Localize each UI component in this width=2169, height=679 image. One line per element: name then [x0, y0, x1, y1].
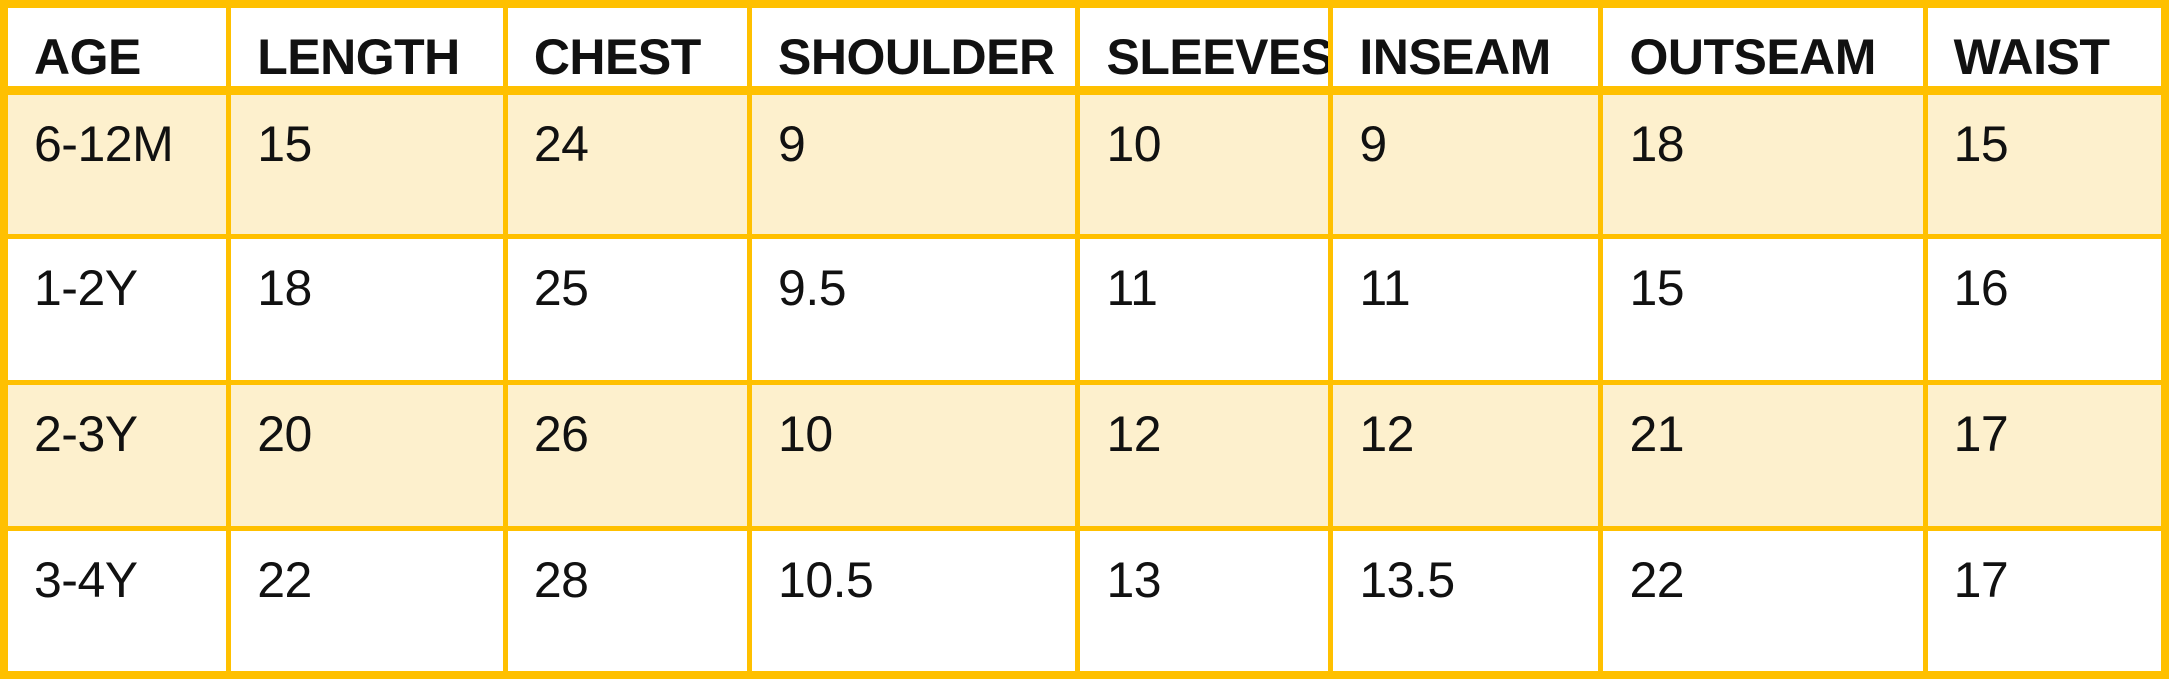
column-header-outseam: OUTSEAM [1598, 1, 1928, 95]
column-header-age: AGE [1, 1, 232, 95]
table-cell: 20 [226, 380, 508, 532]
age-cell: 1-2Y [1, 234, 232, 386]
table-cell: 17 [1922, 380, 2168, 532]
table-cell: 17 [1922, 526, 2168, 678]
table-cell: 9 [1328, 87, 1604, 240]
table-cell: 22 [226, 526, 508, 678]
table-cell: 25 [502, 234, 753, 386]
table-row-3-4y: 3-4Y 22 28 10.5 13 13.5 22 17 [1, 526, 2168, 678]
table-cell: 18 [1598, 87, 1928, 240]
table-cell: 15 [1598, 234, 1928, 386]
table-cell: 12 [1075, 380, 1334, 532]
column-header-waist: WAIST [1922, 1, 2168, 95]
table-cell: 10 [747, 380, 1081, 532]
table-cell: 13.5 [1328, 526, 1604, 678]
age-cell: 2-3Y [1, 380, 232, 532]
table-row-2-3y: 2-3Y 20 26 10 12 12 21 17 [1, 380, 2168, 532]
table-cell: 13 [1075, 526, 1334, 678]
table-cell: 9 [747, 87, 1081, 240]
table-cell: 15 [226, 87, 508, 240]
column-header-inseam: INSEAM [1328, 1, 1604, 95]
table-cell: 10 [1075, 87, 1334, 240]
table-cell: 21 [1598, 380, 1928, 532]
table-cell: 16 [1922, 234, 2168, 386]
column-header-shoulder: SHOULDER [747, 1, 1081, 95]
header-row: AGE LENGTH CHEST SHOULDER SLEEVES INSEAM… [1, 1, 2168, 95]
column-header-sleeves: SLEEVES [1075, 1, 1334, 95]
table-row-6-12m: 6-12M 15 24 9 10 9 18 15 [1, 87, 2168, 240]
table-cell: 11 [1328, 234, 1604, 386]
table-cell: 24 [502, 87, 753, 240]
table-cell: 10.5 [747, 526, 1081, 678]
column-header-chest: CHEST [502, 1, 753, 95]
table-cell: 15 [1922, 87, 2168, 240]
age-cell: 3-4Y [1, 526, 232, 678]
table-row-1-2y: 1-2Y 18 25 9.5 11 11 15 16 [1, 234, 2168, 386]
age-cell: 6-12M [1, 87, 232, 240]
table-cell: 28 [502, 526, 753, 678]
table-cell: 11 [1075, 234, 1334, 386]
table-cell: 12 [1328, 380, 1604, 532]
table-cell: 22 [1598, 526, 1928, 678]
table-cell: 26 [502, 380, 753, 532]
column-header-length: LENGTH [226, 1, 508, 95]
table-cell: 9.5 [747, 234, 1081, 386]
table-cell: 18 [226, 234, 508, 386]
